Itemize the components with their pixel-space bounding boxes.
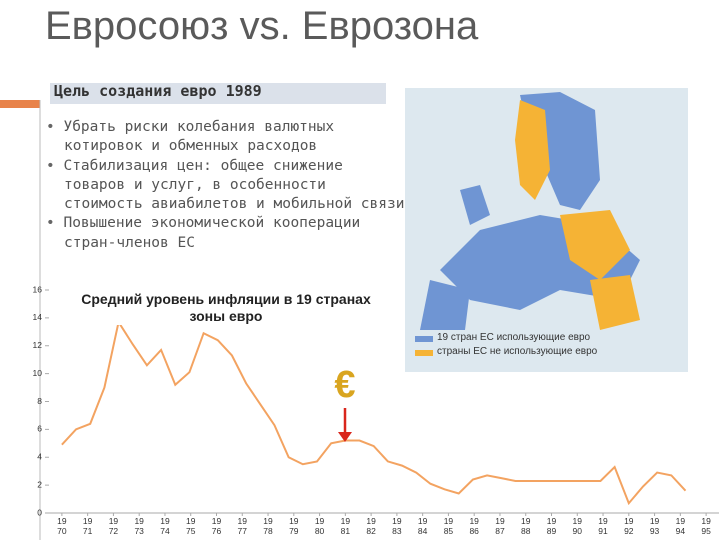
x-tick-label: 1984 — [417, 516, 428, 536]
x-tick-label: 1972 — [108, 516, 119, 536]
bullet: Повышение экономической кооперации стран… — [46, 214, 408, 253]
map-region — [515, 100, 550, 200]
map-region — [420, 280, 470, 330]
legend-label: страны ЕС не использующие евро — [437, 346, 598, 357]
data-line — [61, 319, 687, 506]
y-tick-label: 12 — [33, 340, 43, 350]
y-tick-label: 2 — [37, 479, 42, 489]
x-tick-label: 1975 — [185, 516, 196, 536]
map-region — [560, 210, 630, 280]
x-tick-label: 1990 — [572, 516, 582, 536]
y-tick-label: 14 — [33, 312, 43, 322]
map-region — [590, 275, 640, 330]
euro-icon: € — [334, 364, 355, 406]
x-tick-label: 1974 — [160, 516, 170, 536]
legend-swatch — [415, 336, 433, 342]
bullet: Стабилизация цен: общее снижение товаров… — [46, 157, 408, 215]
y-tick-label: 0 — [37, 507, 42, 517]
x-tick-label: 1987 — [495, 516, 505, 536]
x-tick-label: 1977 — [237, 516, 247, 536]
x-tick-label: 1995 — [701, 516, 711, 536]
accent-bar — [0, 100, 40, 108]
x-tick-label: 1982 — [366, 516, 376, 536]
y-tick-label: 16 — [33, 284, 43, 294]
x-tick-label: 1976 — [211, 516, 222, 536]
x-tick-label: 1973 — [134, 516, 144, 536]
x-tick-label: 1983 — [392, 516, 402, 536]
y-tick-label: 8 — [37, 396, 42, 406]
arrow-head — [338, 432, 352, 442]
x-tick-label: 1992 — [624, 516, 634, 536]
subtitle: Цель создания евро 1989 — [54, 82, 262, 100]
x-tick-label: 1981 — [340, 516, 351, 536]
x-tick-label: 1979 — [289, 516, 299, 536]
x-tick-label: 1991 — [598, 516, 608, 536]
subtitle-band — [50, 83, 386, 104]
legend-label: 19 стран ЕС использующие евро — [437, 332, 591, 343]
map — [405, 88, 688, 372]
chart-title: Средний уровень инфляции в 19 странах зо… — [62, 291, 390, 325]
x-tick-label: 1978 — [263, 516, 273, 536]
x-tick-label: 1994 — [675, 516, 686, 536]
x-tick-label: 1989 — [546, 516, 557, 536]
x-tick-label: 1971 — [82, 516, 93, 536]
y-tick-label: 6 — [37, 424, 42, 434]
x-tick-label: 1986 — [469, 516, 479, 536]
bullet: Убрать риски колебания валютных котирово… — [46, 118, 408, 157]
bullet-list: Убрать риски колебания валютных котирово… — [46, 118, 408, 253]
x-tick-label: 1985 — [443, 516, 454, 536]
legend-swatch — [415, 350, 433, 356]
slide-title: Евросоюз vs. Еврозона — [45, 4, 479, 48]
map-region — [460, 185, 490, 225]
x-tick-label: 1993 — [649, 516, 660, 536]
y-tick-label: 4 — [37, 452, 42, 462]
x-tick-label: 1980 — [314, 516, 325, 536]
x-tick-label: 1970 — [57, 516, 67, 536]
y-tick-label: 10 — [33, 368, 43, 378]
x-tick-label: 1988 — [520, 516, 531, 536]
